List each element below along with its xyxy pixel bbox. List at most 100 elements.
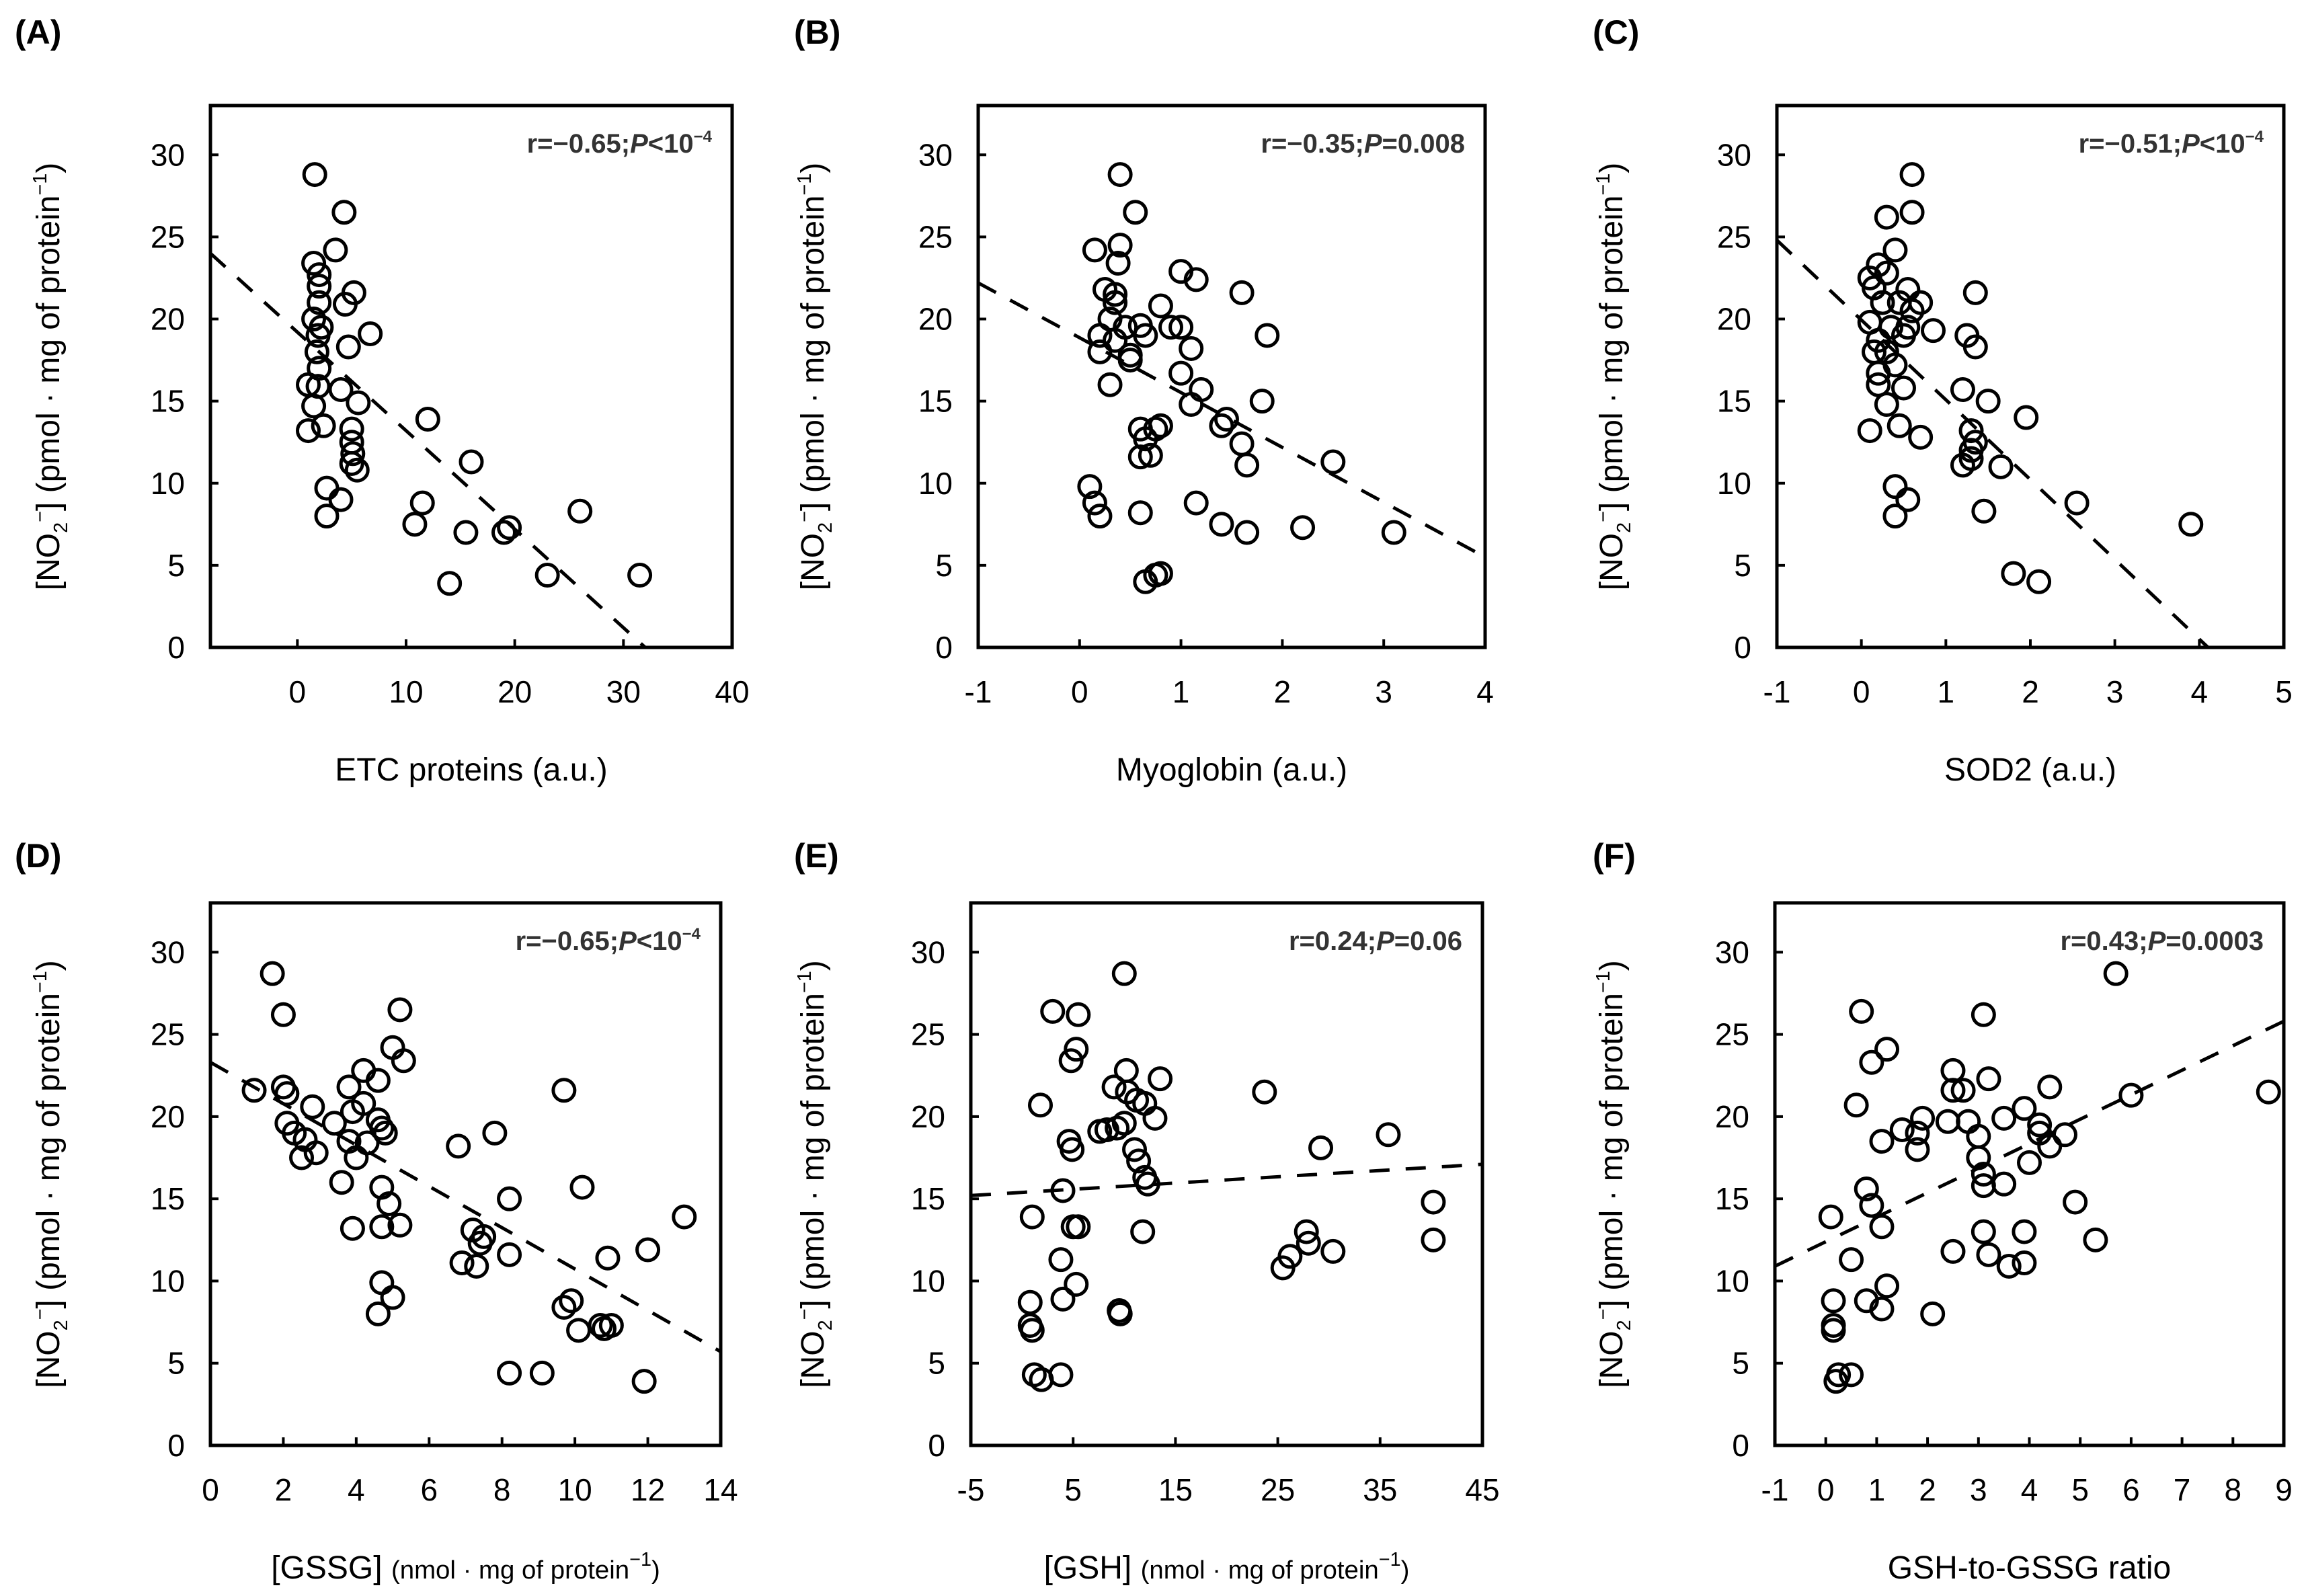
data-point (1294, 1219, 1319, 1244)
data-point (314, 504, 340, 529)
data-point (1103, 290, 1128, 315)
x-tick-label: 4 (1476, 674, 1494, 709)
x-tick-label: 9 (2275, 1472, 2293, 1507)
text-part: 2 (1614, 1320, 1635, 1330)
data-point (339, 416, 364, 442)
x-tick-label: 35 (1363, 1472, 1397, 1507)
y-tick-label: 0 (935, 630, 953, 665)
plot-frame (1775, 104, 2286, 649)
y-axis-label: [NO2​−​] (pmol · mg of protein−1​) (1593, 163, 1635, 591)
y-tick-label: 0 (167, 630, 185, 665)
data-point (1066, 1214, 1091, 1240)
data-point (467, 1230, 493, 1256)
data-point (301, 393, 327, 419)
data-point (1296, 1230, 1321, 1256)
data-point (1179, 335, 1204, 361)
text-part: 2 (815, 522, 836, 533)
y-tick-label: 25 (1715, 1017, 1749, 1052)
data-point (1882, 474, 1908, 500)
text-part: [NO (1594, 1330, 1630, 1388)
data-point (1908, 424, 1934, 450)
correlation-annotation: r=−0.35;P=0.008 (1261, 129, 1465, 159)
data-point (1823, 1369, 1849, 1394)
data-point (534, 563, 560, 588)
data-point (1168, 360, 1194, 386)
text-part: Myoglobin (a.u.) (1116, 752, 1347, 788)
panel-d: (D) 0 2 4 6 8 10 12 14 0 5 10 15 20 25 30 [GSSG] (nmol ·… (15, 837, 738, 1586)
text-part: (nmol · mg of protein (391, 1556, 629, 1585)
data-point (1991, 1105, 2017, 1131)
data-point (1277, 1244, 1303, 1269)
data-point (1843, 1092, 1869, 1118)
data-point (335, 334, 361, 360)
data-point (627, 563, 653, 588)
x-tick-label: 5 (1064, 1472, 1082, 1507)
x-tick-label: 8 (493, 1472, 511, 1507)
data-point (1905, 1120, 1930, 1146)
x-tick-label: 5 (2275, 674, 2293, 709)
y-tick-label: 10 (1717, 466, 1751, 501)
data-point (1899, 200, 1925, 225)
text-part: P (2148, 926, 2166, 956)
y-axis-label: [NO2​−​] (pmol · mg of protein−1​) (794, 960, 836, 1388)
data-point (1920, 318, 1946, 344)
data-point (2052, 1122, 2077, 1148)
y-tick-label: 5 (1734, 548, 1751, 583)
data-point (1105, 250, 1131, 276)
text-part: −1 (1593, 173, 1614, 196)
data-point (274, 1081, 300, 1107)
data-point (1255, 323, 1280, 348)
data-point (567, 498, 593, 524)
data-point (497, 1186, 522, 1211)
text-part: −1 (30, 971, 51, 993)
data-point (595, 1245, 621, 1271)
text-part: −1 (794, 971, 816, 993)
y-tick-label: 15 (151, 384, 185, 419)
data-point (1058, 1048, 1084, 1074)
panel-e: (E) -5 5 15 25 35 45 0 5 10 15 20 25 30 [GSH] (nmol · … (794, 837, 1500, 1586)
data-point (1209, 512, 1234, 537)
text-part: P (1364, 129, 1382, 159)
correlation-annotation: r=−0.65;P<10−4​ (516, 925, 701, 956)
data-point (340, 1215, 365, 1241)
x-tick-label: 0 (1853, 674, 1870, 709)
x-tick-label: 2 (2022, 674, 2039, 709)
data-point (302, 162, 327, 188)
y-tick-label: 15 (151, 1181, 185, 1216)
data-point (2063, 1189, 2088, 1215)
y-axis-label: [NO2​−​] (pmol · mg of protein−1​) (30, 960, 72, 1388)
text-part: (nmol · mg of protein (1141, 1556, 1379, 1585)
y-tick-label: 5 (928, 1346, 945, 1381)
x-tick-label: 2 (275, 1472, 292, 1507)
text-part: 2 (815, 1320, 836, 1330)
data-point (301, 307, 327, 332)
x-tick-label: -1 (1761, 1472, 1789, 1507)
text-part: =0.06 (1394, 926, 1462, 956)
y-tick-label: 15 (1717, 384, 1751, 419)
text-part: −1 (30, 173, 51, 196)
data-point (1839, 1362, 1864, 1388)
text-part: ] (pmol · mg of protein (1594, 993, 1630, 1309)
text-part: 2 (50, 1320, 72, 1330)
data-point (380, 1285, 405, 1310)
data-point (1869, 1296, 1895, 1322)
data-point (336, 1074, 362, 1100)
data-point (1111, 961, 1137, 986)
data-point (1971, 1162, 1996, 1187)
data-point (1869, 1129, 1895, 1154)
y-tick-label: 25 (1717, 219, 1751, 254)
text-part: [NO (795, 1330, 831, 1388)
data-point (1976, 1066, 2001, 1092)
x-tick-label: 30 (606, 674, 641, 709)
data-point (1117, 342, 1143, 368)
data-point (369, 1115, 395, 1141)
text-part: <10 (2200, 129, 2245, 159)
data-point (1950, 377, 1975, 403)
data-point (1940, 1238, 1966, 1264)
text-part: −1 (794, 173, 816, 196)
x-tick-label: 6 (420, 1472, 438, 1507)
text-part: [NO (31, 533, 67, 590)
data-point (1111, 1111, 1137, 1136)
data-point (1107, 1301, 1133, 1326)
